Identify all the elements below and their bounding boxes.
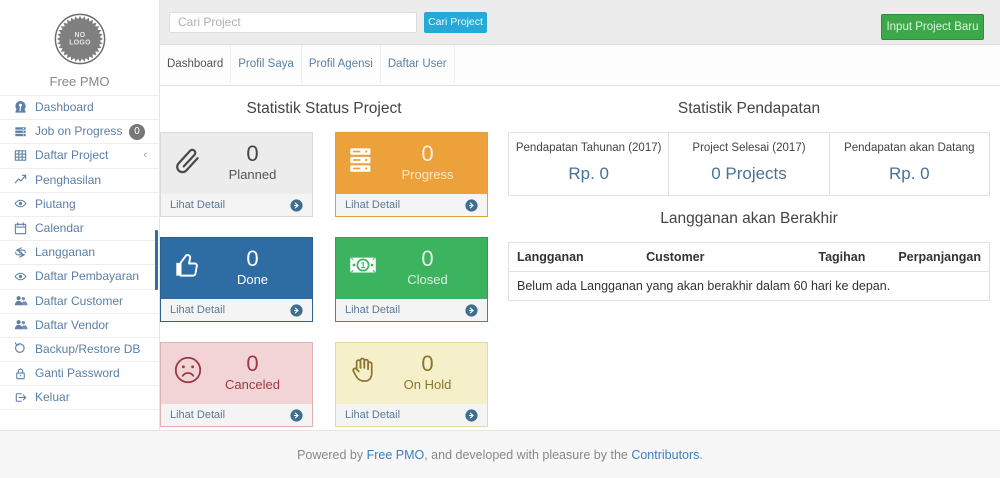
svg-text:LOGO: LOGO	[69, 39, 91, 46]
svg-text:NO: NO	[74, 32, 85, 39]
svg-text:1: 1	[361, 261, 366, 270]
